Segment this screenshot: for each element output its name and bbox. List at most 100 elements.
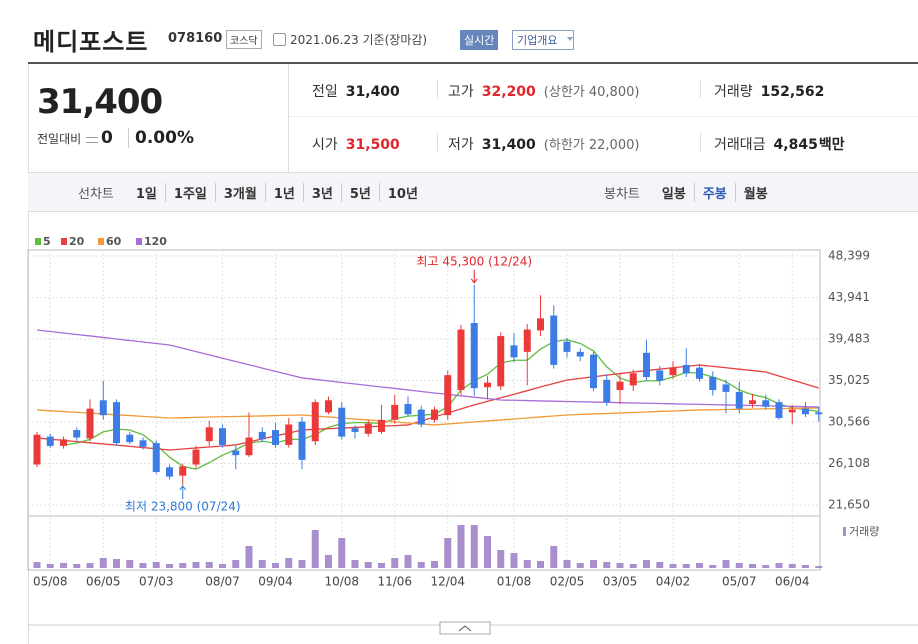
price: 31,400 xyxy=(37,82,163,122)
stat: 전일 31,400 xyxy=(312,81,400,101)
volume-frame xyxy=(27,515,821,571)
stat: 고가 32,200 (상한가 40,800) xyxy=(448,81,639,101)
candle-body xyxy=(272,430,279,445)
volume-bar xyxy=(311,530,319,568)
x-tick-label: 04/02 xyxy=(656,575,691,589)
candle-body xyxy=(497,336,505,387)
candle-body xyxy=(311,402,319,442)
volume-bar xyxy=(616,563,624,568)
candle-body xyxy=(404,403,412,415)
volume-bar xyxy=(696,563,703,568)
stat-value: 31,500 xyxy=(345,137,400,153)
legend-label: 120 xyxy=(144,235,167,248)
candle-body xyxy=(364,423,372,434)
candle-body xyxy=(338,407,346,437)
candle-body xyxy=(709,377,717,391)
candle-body xyxy=(179,466,187,476)
volume-bar xyxy=(444,538,452,568)
volume-bar xyxy=(669,564,677,568)
line-tab[interactable]: 3년 xyxy=(302,183,341,202)
stat-value: 32,200 xyxy=(481,84,536,100)
stat-label: 전일 xyxy=(312,84,338,100)
candle-body xyxy=(126,434,134,443)
ma-line xyxy=(36,329,819,408)
legend-label: 60 xyxy=(106,235,122,248)
volume-bar xyxy=(364,562,372,568)
stat-unit: 백만 xyxy=(818,137,845,153)
line-tab[interactable]: 1주일 xyxy=(164,183,215,202)
stat-value: 4,845 xyxy=(773,137,818,153)
volume-bar xyxy=(152,562,160,568)
candle-body xyxy=(616,381,624,391)
collapse-icon xyxy=(458,625,472,632)
row-divider xyxy=(289,116,918,117)
x-tick-label: 06/05 xyxy=(86,575,121,589)
high-annotation: 최고 45,300 (12/24) xyxy=(416,254,532,268)
change: 0 xyxy=(101,128,113,148)
collapse-button[interactable] xyxy=(439,621,491,635)
candle-body xyxy=(590,354,597,389)
stat-value: 152,562 xyxy=(760,84,825,100)
volume-bar xyxy=(749,564,756,568)
stat-label: 거래대금 xyxy=(714,137,766,153)
line-tab[interactable]: 1년 xyxy=(264,183,303,202)
line-tab[interactable]: 10년 xyxy=(378,183,426,202)
candle-body xyxy=(86,408,94,439)
candle-body xyxy=(563,341,571,352)
line-tab[interactable]: 3개월 xyxy=(214,183,265,202)
volume-bar xyxy=(484,536,491,568)
candle-body xyxy=(33,434,41,465)
volume-bar xyxy=(417,562,425,568)
candle-tab[interactable]: 월봉 xyxy=(734,183,776,202)
chart: 48,399 43,941 39,483 35,025 30,566 26,108 21,6… xyxy=(27,235,918,635)
volume-bar xyxy=(815,566,823,568)
x-tick-label: 02/05 xyxy=(550,575,585,589)
candle-body xyxy=(325,400,332,413)
stat-value: 31,400 xyxy=(481,137,536,153)
volume-legend-swatch xyxy=(843,527,846,536)
volume-bar xyxy=(656,562,664,568)
stat: 거래대금 4,845 백만 xyxy=(714,134,845,154)
line-tab[interactable]: 1일 xyxy=(135,187,157,202)
volume-bar xyxy=(457,525,465,568)
stat-note: (하한가 22,000) xyxy=(543,138,640,153)
top-border xyxy=(28,62,918,64)
x-tick-label: 01/08 xyxy=(497,575,532,589)
candle-body xyxy=(99,400,107,416)
realtime-button[interactable]: 실시간 xyxy=(460,30,499,50)
candle-body xyxy=(219,428,226,445)
line-tab[interactable]: 5년 xyxy=(340,183,379,202)
candle-body xyxy=(245,437,253,456)
y-tick-label: 43,941 xyxy=(828,290,870,304)
volume-bar xyxy=(99,558,107,568)
candle-body xyxy=(139,440,147,447)
volume-bar xyxy=(788,564,796,568)
candle-body xyxy=(152,443,160,472)
volume-bar xyxy=(285,558,293,568)
candle-tab[interactable]: 주봉 xyxy=(693,183,735,202)
volume-bar xyxy=(272,563,279,568)
candle-body xyxy=(722,384,730,392)
change-rate: 0.00% xyxy=(128,128,194,148)
volume-bar xyxy=(550,546,558,568)
base-date: 2021.06.23 기준(장마감) xyxy=(290,33,428,47)
high-arrow xyxy=(470,269,478,284)
volume-bar xyxy=(735,563,743,568)
candle-body xyxy=(391,404,399,420)
candle-body xyxy=(351,428,359,432)
candle-body xyxy=(113,402,120,444)
candle-tab[interactable]: 일봉 xyxy=(661,187,686,202)
ma-line xyxy=(63,339,819,470)
legend-label: 5 xyxy=(43,235,51,248)
col-divider xyxy=(700,133,701,151)
candle-body xyxy=(510,345,518,358)
company-button[interactable]: 기업개요 xyxy=(512,30,575,50)
volume-bar xyxy=(60,563,67,568)
volume-bar xyxy=(682,564,690,568)
x-tick-label: 12/04 xyxy=(430,575,465,589)
volume-bar xyxy=(205,562,213,568)
candle-body xyxy=(643,352,650,378)
volume-bar xyxy=(166,564,173,568)
volume-bar xyxy=(258,560,266,568)
